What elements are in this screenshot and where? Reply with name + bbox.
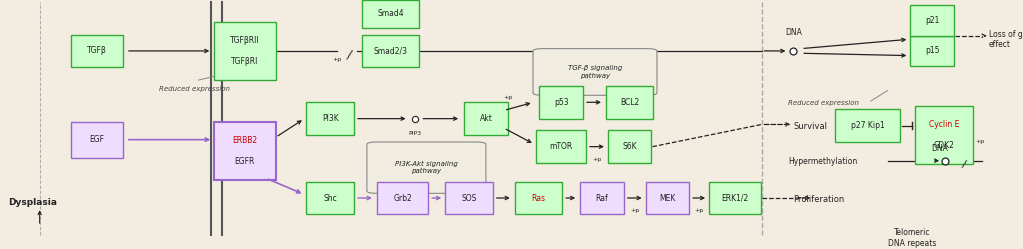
Text: ERK1/2: ERK1/2 [721, 193, 749, 202]
FancyBboxPatch shape [916, 106, 973, 164]
Text: Reduced expression: Reduced expression [789, 100, 859, 107]
FancyBboxPatch shape [72, 35, 123, 67]
Text: Proliferation: Proliferation [793, 195, 845, 204]
Text: Survival: Survival [793, 122, 828, 131]
Text: +p: +p [630, 208, 639, 213]
FancyBboxPatch shape [464, 102, 507, 135]
FancyBboxPatch shape [910, 36, 953, 66]
FancyBboxPatch shape [307, 102, 354, 135]
Text: DNA: DNA [932, 144, 948, 153]
FancyBboxPatch shape [214, 122, 275, 181]
FancyBboxPatch shape [362, 35, 419, 67]
Text: Telomeric
DNA repeats: Telomeric DNA repeats [888, 228, 936, 248]
Text: Akt: Akt [480, 114, 492, 123]
FancyBboxPatch shape [214, 22, 275, 80]
Text: +p: +p [503, 95, 513, 100]
Text: Ras: Ras [532, 193, 545, 202]
FancyBboxPatch shape [533, 49, 657, 95]
Text: /: / [961, 159, 967, 170]
FancyBboxPatch shape [580, 182, 624, 214]
Text: TGF-β signaling
pathway: TGF-β signaling pathway [568, 65, 622, 78]
Text: Hypermethylation: Hypermethylation [789, 157, 857, 166]
Text: mTOR: mTOR [549, 142, 573, 151]
Text: PI3K: PI3K [322, 114, 339, 123]
Text: PI3K-Akt signaling
pathway: PI3K-Akt signaling pathway [395, 161, 458, 174]
FancyBboxPatch shape [606, 86, 654, 119]
Text: Smad4: Smad4 [377, 9, 404, 18]
Text: p27 Kip1: p27 Kip1 [851, 121, 885, 130]
Text: EGFR: EGFR [234, 157, 255, 166]
Text: ERBB2: ERBB2 [232, 136, 258, 145]
FancyBboxPatch shape [709, 182, 760, 214]
Text: PIP3: PIP3 [408, 131, 421, 136]
Text: +p: +p [695, 208, 704, 213]
Text: +p: +p [976, 139, 985, 144]
Text: Reduced expression: Reduced expression [159, 86, 229, 92]
FancyBboxPatch shape [445, 182, 493, 214]
Text: CDK2: CDK2 [934, 141, 954, 150]
FancyBboxPatch shape [362, 0, 419, 28]
FancyBboxPatch shape [910, 5, 953, 36]
Text: p15: p15 [925, 47, 939, 56]
Text: TGFβRII: TGFβRII [230, 36, 260, 45]
Text: Raf: Raf [595, 193, 609, 202]
Text: S6K: S6K [622, 142, 637, 151]
Text: Smad2/3: Smad2/3 [373, 47, 408, 56]
FancyBboxPatch shape [646, 182, 690, 214]
FancyBboxPatch shape [376, 182, 429, 214]
Text: TGFβ: TGFβ [87, 47, 107, 56]
Text: EGF: EGF [90, 135, 104, 144]
Text: MEK: MEK [659, 193, 675, 202]
Text: p53: p53 [553, 98, 569, 107]
FancyBboxPatch shape [608, 130, 652, 163]
FancyBboxPatch shape [367, 142, 486, 193]
Text: Loss of g
effect: Loss of g effect [988, 30, 1022, 49]
Text: Cyclin E: Cyclin E [929, 120, 960, 129]
FancyBboxPatch shape [836, 109, 900, 142]
FancyBboxPatch shape [539, 86, 583, 119]
FancyBboxPatch shape [72, 122, 123, 158]
Text: TGFβRI: TGFβRI [231, 57, 259, 66]
Text: Dysplasia: Dysplasia [8, 198, 57, 207]
Text: DNA: DNA [785, 28, 802, 37]
Text: p21: p21 [925, 16, 939, 25]
Text: /: / [346, 48, 353, 61]
FancyBboxPatch shape [307, 182, 354, 214]
Text: Grb2: Grb2 [393, 193, 412, 202]
FancyBboxPatch shape [515, 182, 563, 214]
Text: +p: +p [592, 157, 602, 162]
Text: Shc: Shc [323, 193, 338, 202]
FancyBboxPatch shape [536, 130, 586, 163]
Text: BCL2: BCL2 [620, 98, 639, 107]
Text: +p: +p [332, 57, 342, 62]
Text: SOS: SOS [461, 193, 477, 202]
